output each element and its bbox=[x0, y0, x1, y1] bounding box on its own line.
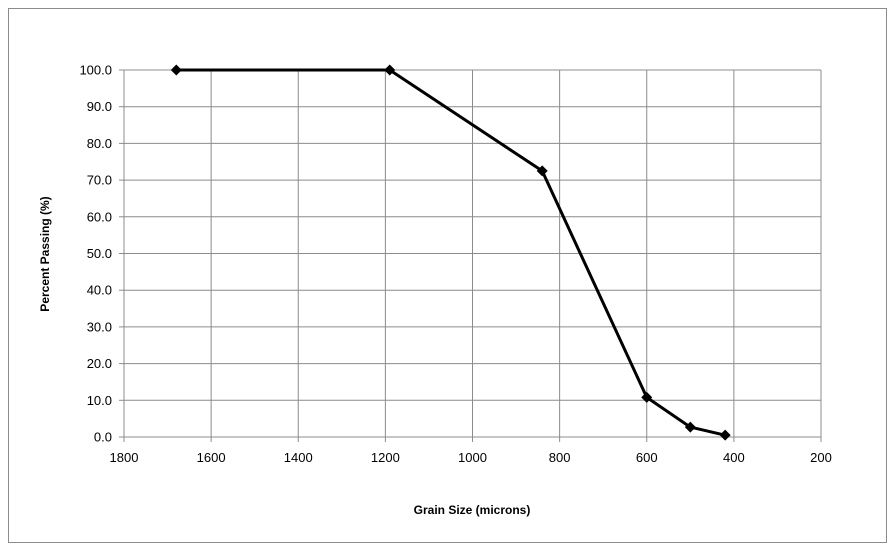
y-tick-label: 40.0 bbox=[87, 283, 112, 298]
x-tick-label: 1800 bbox=[110, 450, 139, 465]
series-line bbox=[176, 68, 726, 437]
y-tick-label: 70.0 bbox=[87, 173, 112, 188]
y-tick-label: 0.0 bbox=[94, 430, 112, 445]
x-tick-label: 400 bbox=[723, 450, 745, 465]
x-tick-labels: 1800 1600 1400 1200 1000 800 600 400 200 bbox=[110, 450, 832, 465]
x-tick-label: 1400 bbox=[284, 450, 313, 465]
x-tick-label: 1600 bbox=[197, 450, 226, 465]
y-tick-label: 30.0 bbox=[87, 319, 112, 334]
y-tick-label: 80.0 bbox=[87, 136, 112, 151]
x-tick-label: 1200 bbox=[371, 450, 400, 465]
x-tick-label: 200 bbox=[810, 450, 832, 465]
data-point-marker bbox=[170, 64, 182, 76]
chart-frame: 0.0 10.0 20.0 30.0 40.0 50.0 60.0 70.0 80.0 90.0 1… bbox=[8, 8, 887, 543]
y-tick-label: 50.0 bbox=[87, 246, 112, 261]
data-point-marker bbox=[641, 391, 653, 403]
y-tick-label: 60.0 bbox=[87, 209, 112, 224]
x-tick-label: 1000 bbox=[458, 450, 487, 465]
gridlines bbox=[124, 69, 822, 437]
axes bbox=[119, 69, 822, 442]
data-point-marker bbox=[384, 64, 396, 76]
series bbox=[170, 64, 731, 441]
grain-size-chart: 0.0 10.0 20.0 30.0 40.0 50.0 60.0 70.0 80.0 90.0 1… bbox=[38, 63, 832, 518]
data-point-marker bbox=[719, 429, 731, 441]
x-axis-title: Grain Size (microns) bbox=[414, 503, 531, 517]
data-point-marker bbox=[684, 421, 696, 433]
x-tick-label: 600 bbox=[636, 450, 658, 465]
y-tick-labels: 0.0 10.0 20.0 30.0 40.0 50.0 60.0 70.0 80.0 90.0 1… bbox=[79, 63, 112, 445]
y-axis-title: Percent Passing (%) bbox=[38, 196, 52, 311]
y-tick-label: 90.0 bbox=[87, 99, 112, 114]
y-tick-label: 100.0 bbox=[79, 63, 112, 78]
y-tick-label: 20.0 bbox=[87, 356, 112, 371]
data-point-marker bbox=[536, 165, 548, 177]
y-tick-label: 10.0 bbox=[87, 393, 112, 408]
x-tick-label: 800 bbox=[549, 450, 571, 465]
